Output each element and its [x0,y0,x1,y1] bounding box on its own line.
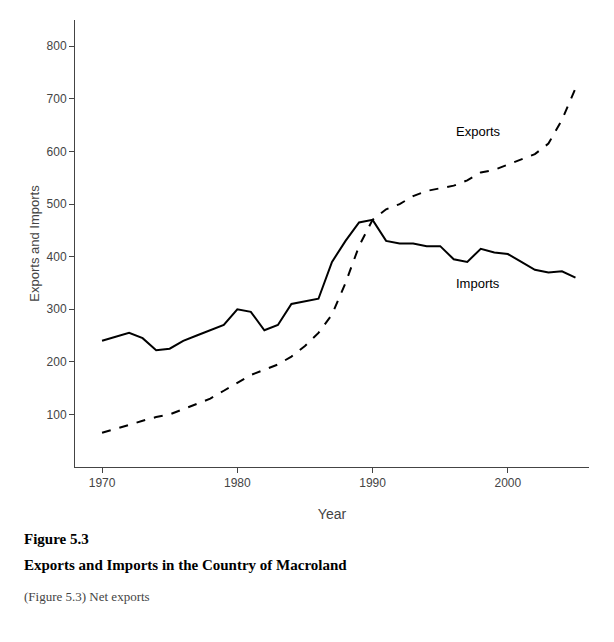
svg-text:500: 500 [47,197,67,211]
svg-text:1990: 1990 [359,476,386,490]
svg-text:(Figure 5.3) Net exports: (Figure 5.3) Net exports [24,589,150,604]
svg-text:Exports: Exports [456,124,501,139]
svg-text:Imports: Imports [456,276,500,291]
svg-text:1970: 1970 [89,476,116,490]
svg-text:2000: 2000 [494,476,521,490]
svg-text:Exports and Imports in the Cou: Exports and Imports in the Country of Ma… [24,557,347,573]
svg-text:Figure 5.3: Figure 5.3 [24,531,89,547]
svg-text:Year: Year [318,506,347,522]
svg-text:400: 400 [47,250,67,264]
svg-text:700: 700 [47,92,67,106]
svg-text:300: 300 [47,302,67,316]
svg-text:600: 600 [47,145,67,159]
svg-text:Exports and Imports: Exports and Imports [27,185,42,302]
svg-text:800: 800 [47,39,67,53]
svg-text:1980: 1980 [224,476,251,490]
svg-text:100: 100 [47,408,67,422]
svg-text:200: 200 [47,355,67,369]
